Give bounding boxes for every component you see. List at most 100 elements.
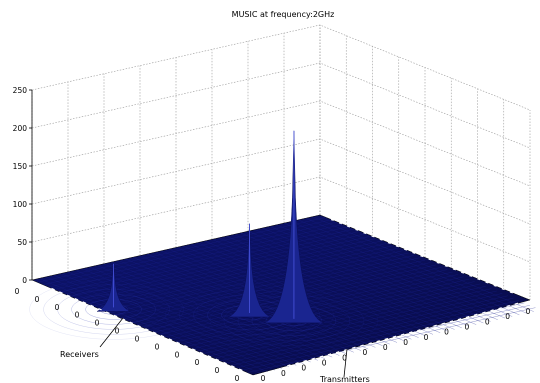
- receiver-marker: [207, 355, 212, 358]
- chart-title: MUSIC at frequency:2GHz: [232, 10, 335, 19]
- transmitter-marker: [287, 364, 291, 367]
- transmitter-marker: [417, 329, 421, 332]
- receiver-marker: [192, 348, 196, 351]
- y-tick-label: 0: [115, 327, 120, 336]
- transmitter-marker: [376, 340, 380, 343]
- surface-peaks: [96, 130, 324, 324]
- receiver-marker: [215, 358, 220, 361]
- x-tick-label: 0: [383, 343, 388, 352]
- edge-marker: [469, 275, 473, 277]
- z-tick-label: 0: [22, 276, 27, 285]
- receiver-marker: [74, 297, 79, 301]
- x-tick-label: 0: [301, 364, 306, 373]
- mesh-line: [276, 224, 498, 320]
- receiver-marker: [66, 294, 71, 297]
- receiver-marker: [223, 361, 227, 365]
- transmitter-marker: [514, 302, 519, 305]
- mesh-line: [291, 221, 513, 317]
- mesh-line: [262, 227, 484, 324]
- mesh-line: [312, 216, 534, 312]
- edge-marker: [330, 219, 334, 221]
- x-tick-label: 0: [464, 322, 469, 331]
- edge-marker: [404, 248, 408, 251]
- transmitter-marker: [392, 335, 397, 338]
- mesh-line: [192, 283, 481, 350]
- z-tick-label: 50: [17, 238, 27, 247]
- edge-marker: [444, 265, 448, 268]
- mesh-line: [170, 274, 459, 340]
- edge-marker: [485, 281, 489, 284]
- mesh-line: [247, 231, 470, 327]
- x-tick-label: 0: [261, 374, 266, 383]
- mesh-line: [233, 234, 455, 330]
- transmitter-marker: [400, 333, 405, 336]
- transmitter-marker: [465, 315, 470, 318]
- x-tick-label: 0: [505, 312, 510, 321]
- y-tick-label: 0: [95, 319, 100, 328]
- mesh-line: [204, 240, 426, 337]
- transmitter-marker: [319, 355, 324, 358]
- edge-marker: [452, 268, 456, 271]
- receiver-marker: [238, 368, 243, 371]
- y-tick-label: 0: [55, 303, 60, 312]
- transmitter-marker: [473, 313, 478, 316]
- mesh-line: [181, 278, 470, 345]
- transmitter-marker: [295, 362, 299, 365]
- transmitter-marker: [352, 346, 356, 349]
- receiver-marker: [199, 351, 204, 355]
- transmitter-marker: [441, 322, 445, 325]
- x-tick-label: 0: [485, 317, 490, 326]
- y-axis-label: Receivers: [60, 350, 99, 359]
- edge-marker: [420, 255, 424, 258]
- mesh-line: [214, 293, 503, 359]
- grid-line: [31, 62, 531, 149]
- z-tick-label: 150: [13, 162, 28, 171]
- receiver-marker: [98, 308, 102, 311]
- edge-marker: [436, 261, 440, 264]
- y-tick-label: 0: [235, 374, 240, 383]
- mesh-line: [230, 300, 519, 366]
- transmitter-marker: [498, 307, 502, 310]
- x-axis-label: Transmitters: [319, 375, 370, 383]
- transmitter-marker: [425, 326, 429, 329]
- transmitter-marker: [335, 351, 340, 354]
- xlabel-leader: [343, 348, 348, 378]
- mesh-line: [240, 232, 462, 329]
- transmitter-marker: [433, 324, 437, 327]
- x-tick-label: 0: [342, 353, 347, 362]
- transmitter-marker: [303, 359, 307, 362]
- transmitter-marker: [482, 311, 486, 314]
- edge-marker: [355, 228, 359, 231]
- mesh-line: [225, 297, 514, 364]
- transmitter-marker: [360, 344, 364, 347]
- edge-marker: [509, 291, 513, 294]
- transmitter-marker: [449, 320, 454, 323]
- mesh-line: [298, 219, 520, 316]
- receiver-marker: [51, 287, 55, 291]
- receiver-marker: [105, 311, 110, 314]
- z-tick-label: 100: [13, 200, 28, 209]
- edge-marker: [477, 278, 481, 281]
- receiver-marker: [82, 301, 87, 304]
- grid-line: [31, 138, 531, 225]
- receiver-marker: [129, 321, 134, 324]
- mesh-line: [208, 290, 497, 357]
- edge-marker: [428, 258, 432, 261]
- y-tick-label: 0: [75, 311, 80, 320]
- x-tick-label: 0: [444, 328, 449, 337]
- mesh-line: [247, 307, 536, 373]
- mesh-line: [219, 237, 441, 333]
- transmitter-marker: [490, 309, 494, 312]
- x-tick-label: 0: [403, 338, 408, 347]
- ylabel-leader: [99, 317, 124, 348]
- receiver-marker: [184, 345, 188, 348]
- receiver-marker: [113, 314, 118, 318]
- transmitter-marker: [327, 353, 332, 356]
- edge-marker: [363, 232, 367, 235]
- receiver-marker: [160, 334, 165, 338]
- axis-tick-labels: 0 50 100 150 200 250 0 0 0 0 0 0 0 0 0 0 0 0 0 0 0 0 0 0 0 0 0 0 0 0 0…: [13, 86, 531, 383]
- surface-base: [31, 214, 531, 376]
- transmitter-marker: [457, 318, 462, 321]
- edge-marker: [501, 288, 505, 291]
